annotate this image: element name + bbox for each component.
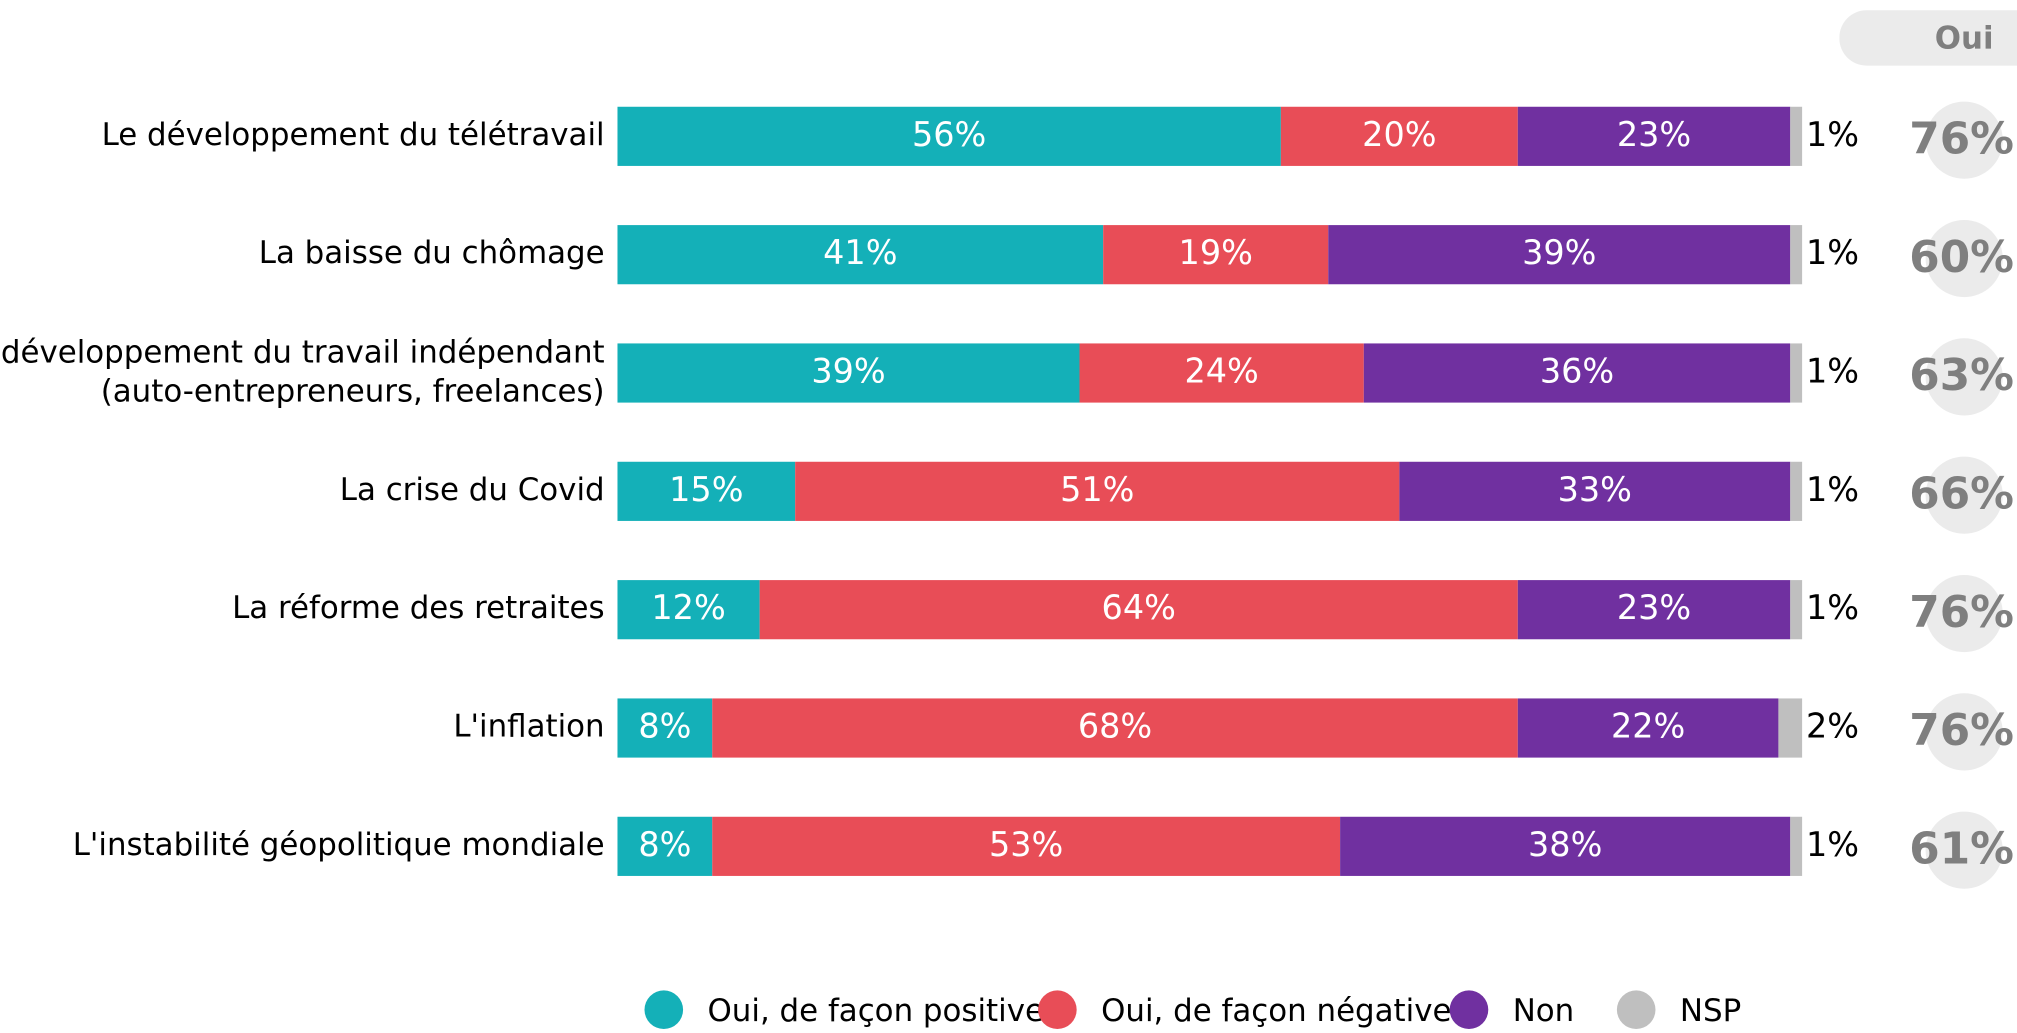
value-label: 22% [1611, 707, 1685, 746]
value-label: 51% [1060, 470, 1134, 509]
value-label: 15% [669, 470, 743, 509]
bar-segment [617, 225, 1104, 285]
value-label: 38% [1528, 825, 1602, 864]
value-label: 8% [638, 825, 691, 864]
bar-segment [1778, 698, 1803, 758]
bar-segment [617, 461, 796, 521]
legend-swatch [1449, 990, 1489, 1029]
total-label: 66% [1909, 468, 2014, 519]
value-label: 20% [1362, 115, 1436, 154]
total-label: 63% [1909, 350, 2014, 401]
value-label: 33% [1558, 470, 1632, 509]
bar-segment [1790, 816, 1803, 876]
bar-segment [1790, 580, 1803, 640]
total-bg [1925, 693, 2003, 771]
bar-segment [1790, 461, 1803, 521]
legend-label: NSP [1680, 993, 1741, 1029]
bar-segment [1517, 106, 1791, 166]
value-label: 56% [912, 115, 986, 154]
value-label: 53% [989, 825, 1063, 864]
total-bg [1925, 811, 2003, 889]
bar-segment [1790, 225, 1803, 285]
value-label: 1% [1806, 588, 1859, 627]
category-label: La réforme des retraites [232, 590, 605, 626]
bar-segment [617, 698, 713, 758]
value-label: 36% [1540, 352, 1614, 391]
value-label: 1% [1806, 825, 1859, 864]
value-label: 24% [1184, 352, 1258, 391]
value-label: 1% [1806, 233, 1859, 272]
total-bg [1925, 574, 2003, 653]
value-label: 23% [1617, 588, 1691, 627]
bar-segment [1517, 698, 1779, 758]
value-label: 1% [1806, 352, 1859, 391]
value-label: 23% [1617, 115, 1691, 154]
bar-segment [1328, 225, 1791, 285]
value-label: 39% [1522, 233, 1596, 272]
bar-segment [1103, 225, 1329, 285]
category-label: L'inflation [453, 709, 604, 745]
value-label: 39% [811, 352, 885, 391]
bar-segment [617, 106, 1281, 166]
category-label: La crise du Covid [340, 472, 605, 508]
bar-segment [712, 698, 1518, 758]
value-label: 41% [823, 233, 897, 272]
bar-segment [617, 343, 1080, 403]
bar-segment [1790, 106, 1803, 166]
value-label: 68% [1078, 707, 1152, 746]
total-bg [1925, 338, 2003, 416]
totals-header-bg [1839, 10, 2017, 66]
legend-swatch [1038, 990, 1077, 1029]
bar-segment [617, 816, 713, 876]
bar-segment [1790, 343, 1803, 403]
category-label: L'instabilité géopolitique mondiale [73, 827, 605, 863]
category-label: La baisse du chômage [259, 235, 605, 271]
category-label: Le développement du travail indépendant(… [0, 334, 605, 409]
value-label: 2% [1806, 707, 1859, 746]
total-label: 76% [1909, 705, 2014, 756]
total-bg [1925, 456, 2003, 534]
bar-segment [1399, 461, 1791, 521]
value-label: 1% [1806, 115, 1859, 154]
bar-segment [712, 816, 1341, 876]
bar-segment [1079, 343, 1364, 403]
legend-label: Non [1513, 993, 1575, 1029]
value-label: 19% [1179, 233, 1253, 272]
total-label: 76% [1909, 113, 2014, 164]
totals-header: Oui [1935, 20, 1994, 56]
bar-segment [617, 580, 760, 640]
bar-segment [759, 580, 1518, 640]
total-label: 76% [1909, 587, 2014, 638]
value-label: 64% [1102, 588, 1176, 627]
legend-label: Oui, de façon positive [708, 993, 1044, 1029]
bar-segment [1340, 816, 1791, 876]
total-bg [1925, 219, 2003, 298]
legend-swatch [1616, 990, 1656, 1029]
legend-swatch [644, 990, 684, 1029]
value-label: 8% [638, 707, 691, 746]
bar-segment [795, 461, 1400, 521]
bar-segment [1363, 343, 1791, 403]
total-label: 61% [1909, 823, 2014, 874]
value-label: 1% [1806, 470, 1859, 509]
category-label: Le développement du télétravail [102, 117, 605, 153]
bar-segment [1517, 580, 1791, 640]
total-label: 60% [1909, 232, 2014, 283]
total-bg [1925, 101, 2003, 179]
value-label: 12% [651, 588, 725, 627]
bar-segment [1280, 106, 1518, 166]
legend-label: Oui, de façon négative [1101, 993, 1451, 1029]
